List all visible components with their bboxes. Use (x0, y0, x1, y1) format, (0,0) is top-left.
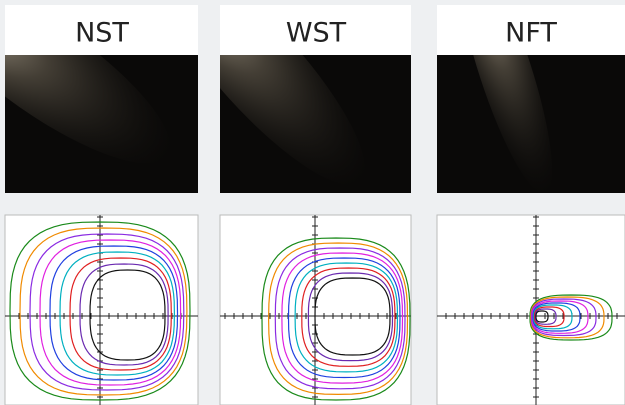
panel-title: WST (286, 18, 347, 49)
panel-title: NST (75, 18, 129, 49)
page: NST WST NFT (0, 0, 625, 405)
panel-title: NFT (505, 18, 557, 49)
